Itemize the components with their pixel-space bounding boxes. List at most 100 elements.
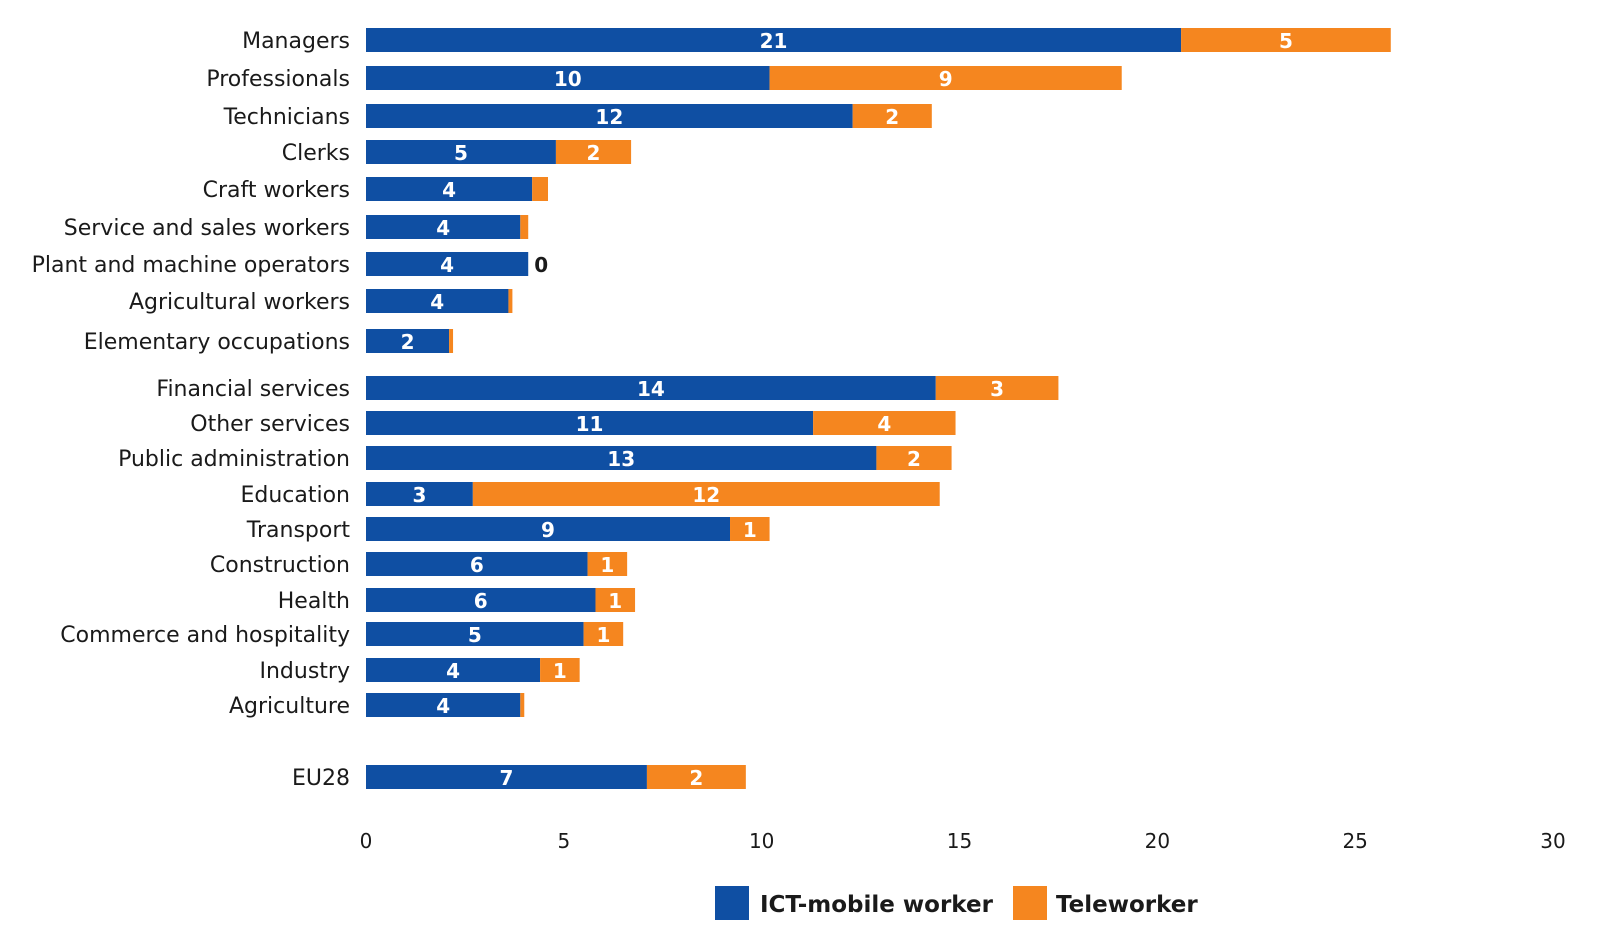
bar-ict-mobile-worker-clerks <box>366 140 556 164</box>
legend: ICT-mobile worker Teleworker <box>715 886 1198 920</box>
bar-label-teleworker-commerce-and-hospitality: 1 <box>596 623 610 647</box>
bar-ict-mobile-worker-health <box>366 588 596 612</box>
bar-ict-mobile-worker-managers <box>366 28 1182 52</box>
bar-ict-mobile-worker-industry <box>366 658 541 682</box>
bar-ict-mobile-worker-technicians <box>366 104 853 128</box>
x-tick-label-5: 5 <box>557 829 570 853</box>
category-label-agricultural-workers: Agricultural workers <box>129 290 350 315</box>
bar-teleworker-construction <box>587 552 628 576</box>
bar-label-ict-mobile-worker-service-and-sales-workers: 4 <box>436 216 450 240</box>
bar-teleworker-public-administration <box>876 446 952 470</box>
category-label-technicians: Technicians <box>223 105 350 130</box>
bar-label-teleworker-eu28: 2 <box>689 766 703 790</box>
bar-label-ict-mobile-worker-construction: 6 <box>470 553 484 577</box>
bar-ict-mobile-worker-service-and-sales-workers <box>366 215 521 239</box>
bar-label-ict-mobile-worker-transport: 9 <box>541 518 555 542</box>
bar-label-ict-mobile-worker-plant-and-machine-operators: 4 <box>440 253 454 277</box>
bar-label-ict-mobile-worker-industry: 4 <box>446 659 460 683</box>
bar-ict-mobile-worker-other-services <box>366 411 814 435</box>
bars-layer <box>366 28 1391 789</box>
bar-ict-mobile-worker-plant-and-machine-operators <box>366 252 529 276</box>
bar-teleworker-health <box>595 588 636 612</box>
bar-label-ict-mobile-worker-health: 6 <box>474 589 488 613</box>
bar-label-teleworker-transport: 1 <box>743 518 757 542</box>
category-label-service-and-sales-workers: Service and sales workers <box>64 216 350 241</box>
bar-label-teleworker-construction: 1 <box>600 553 614 577</box>
category-label-construction: Construction <box>210 553 350 578</box>
category-label-financial-services: Financial services <box>156 377 350 402</box>
category-label-industry: Industry <box>260 659 351 684</box>
x-tick-label-10: 10 <box>749 829 774 853</box>
bar-teleworker-technicians <box>852 104 932 128</box>
bar-label-ict-mobile-worker-eu28: 7 <box>500 766 514 790</box>
bar-teleworker-managers <box>1181 28 1391 52</box>
legend-label-teleworker: Teleworker <box>1056 892 1198 918</box>
bar-label-teleworker-other-services: 4 <box>877 412 891 436</box>
bar-label-teleworker-clerks: 2 <box>587 141 601 165</box>
x-tick-label-20: 20 <box>1145 829 1170 853</box>
bar-teleworker-craft-workers <box>532 177 549 201</box>
bar-label-teleworker-professionals: 9 <box>939 67 953 91</box>
bar-ict-mobile-worker-financial-services <box>366 376 936 400</box>
category-label-transport: Transport <box>246 518 351 543</box>
bar-label-ict-mobile-worker-commerce-and-hospitality: 5 <box>468 623 482 647</box>
bar-label-teleworker-plant-and-machine-operators: 0 <box>534 253 548 277</box>
category-label-education: Education <box>240 483 350 508</box>
bar-label-ict-mobile-worker-agriculture: 4 <box>436 694 450 718</box>
x-tick-label-25: 25 <box>1342 829 1367 853</box>
legend-swatch-ict-mobile-worker <box>715 886 749 920</box>
category-label-eu28: EU28 <box>292 766 350 791</box>
bar-teleworker-professionals <box>769 66 1122 90</box>
bar-teleworker-agriculture <box>520 693 525 717</box>
bar-teleworker-agricultural-workers <box>508 289 513 313</box>
bar-teleworker-eu28 <box>646 765 746 789</box>
bar-ict-mobile-worker-agriculture <box>366 693 521 717</box>
category-labels: Managers Professionals Technicians Clerks Cr… <box>32 29 351 791</box>
bar-teleworker-education <box>472 482 940 506</box>
bar-ict-mobile-worker-education <box>366 482 473 506</box>
bar-label-ict-mobile-worker-managers: 21 <box>760 29 788 53</box>
bar-ict-mobile-worker-transport <box>366 517 731 541</box>
bar-label-ict-mobile-worker-professionals: 10 <box>554 67 582 91</box>
bar-label-teleworker-managers: 5 <box>1279 29 1293 53</box>
bar-label-ict-mobile-worker-agricultural-workers: 4 <box>430 290 444 314</box>
legend-swatch-teleworker <box>1013 886 1047 920</box>
bar-ict-mobile-worker-public-administration <box>366 446 877 470</box>
category-label-other-services: Other services <box>190 412 350 437</box>
bar-label-ict-mobile-worker-financial-services: 14 <box>637 377 665 401</box>
bar-ict-mobile-worker-eu28 <box>366 765 647 789</box>
bar-teleworker-industry <box>540 658 580 682</box>
bar-label-teleworker-health: 1 <box>608 589 622 613</box>
bar-teleworker-financial-services <box>935 376 1059 400</box>
bar-teleworker-commerce-and-hospitality <box>583 622 624 646</box>
category-label-commerce-and-hospitality: Commerce and hospitality <box>60 623 350 648</box>
category-label-professionals: Professionals <box>206 67 350 92</box>
bar-label-ict-mobile-worker-public-administration: 13 <box>607 447 635 471</box>
category-label-health: Health <box>278 589 350 614</box>
bar-label-ict-mobile-worker-craft-workers: 4 <box>442 178 456 202</box>
x-tick-label-0: 0 <box>360 829 373 853</box>
bar-label-teleworker-education: 12 <box>692 483 720 507</box>
category-label-elementary-occupations: Elementary occupations <box>84 330 350 355</box>
bar-ict-mobile-worker-commerce-and-hospitality <box>366 622 584 646</box>
category-label-managers: Managers <box>242 29 350 54</box>
bar-teleworker-clerks <box>555 140 632 164</box>
bar-ict-mobile-worker-construction <box>366 552 588 576</box>
legend-label-ict-mobile-worker: ICT-mobile worker <box>760 892 994 918</box>
category-label-public-administration: Public administration <box>118 447 350 472</box>
bar-label-ict-mobile-worker-technicians: 12 <box>595 105 623 129</box>
bar-teleworker-transport <box>730 517 770 541</box>
category-label-plant-and-machine-operators: Plant and machine operators <box>32 253 350 278</box>
bar-label-ict-mobile-worker-elementary-occupations: 2 <box>401 330 415 354</box>
category-label-agriculture: Agriculture <box>229 694 350 719</box>
bar-label-teleworker-financial-services: 3 <box>990 377 1004 401</box>
x-axis: 0 5 10 15 20 25 30 <box>360 829 1566 853</box>
bar-teleworker-elementary-occupations <box>449 329 454 353</box>
bar-label-ict-mobile-worker-education: 3 <box>412 483 426 507</box>
bar-ict-mobile-worker-professionals <box>366 66 770 90</box>
bar-ict-mobile-worker-agricultural-workers <box>366 289 509 313</box>
bar-ict-mobile-worker-elementary-occupations <box>366 329 450 353</box>
